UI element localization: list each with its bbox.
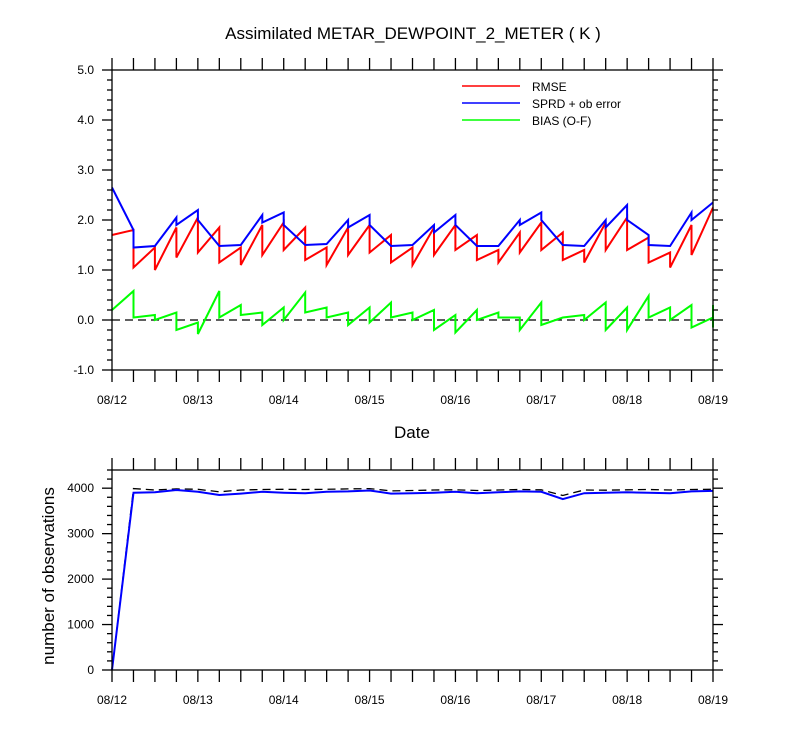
y-tick-label: -1.0: [73, 363, 94, 377]
x-tick-label: 08/19: [698, 693, 728, 707]
x-tick-label: 08/19: [698, 393, 728, 407]
plot-frame: [111, 469, 714, 671]
x-axis-title: Date: [394, 423, 430, 442]
x-tick-label: 08/17: [526, 393, 556, 407]
y-tick-label: 5.0: [77, 63, 94, 77]
y-tick-label: 1000: [67, 618, 94, 632]
x-tick-label: 08/12: [97, 693, 127, 707]
x-tick-label: 08/15: [355, 393, 385, 407]
x-tick-label: 08/12: [97, 393, 127, 407]
y-tick-label: 2000: [67, 572, 94, 586]
legend-label: RMSE: [532, 80, 567, 94]
observations-axes: 08/12 08/13 08/14 08/15 08/16 08/17 08/18 08/19…: [67, 458, 728, 707]
series-rmse: [111, 207, 714, 271]
x-tick-label: 08/18: [612, 393, 642, 407]
x-tick-label: 08/14: [269, 393, 299, 407]
x-tick-label: 08/13: [183, 693, 213, 707]
series-observations-possible: [111, 487, 714, 671]
y-tick-label: 2.0: [77, 213, 94, 227]
legend-label: SPRD + ob error: [532, 97, 621, 111]
x-tick-label: 08/14: [269, 693, 299, 707]
y-tick-label: 3.0: [77, 163, 94, 177]
x-tick-label: 08/18: [612, 693, 642, 707]
y-tick-label: 4000: [67, 481, 94, 495]
y-tick-label: 0.0: [77, 313, 94, 327]
series-observations-assimilated: [111, 488, 714, 671]
x-tick-label: 08/13: [183, 393, 213, 407]
legend: RMSE SPRD + ob error BIAS (O-F): [462, 80, 621, 128]
x-tick-label: 08/15: [355, 693, 385, 707]
rmse-panel: Assimilated METAR_DEWPOINT_2_METER ( K )…: [73, 24, 728, 442]
y-tick-label: 4.0: [77, 113, 94, 127]
y-tick-label: 3000: [67, 527, 94, 541]
observations-series-group: [111, 487, 714, 671]
x-tick-label: 08/17: [526, 693, 556, 707]
series-bias-o-f: [111, 288, 714, 335]
y-tick-label: 1.0: [77, 263, 94, 277]
chart-title: Assimilated METAR_DEWPOINT_2_METER ( K ): [225, 24, 601, 43]
rmse-series-group: [111, 187, 714, 335]
x-tick-label: 08/16: [440, 693, 470, 707]
legend-label: BIAS (O-F): [532, 114, 591, 128]
observations-panel: 08/12 08/13 08/14 08/15 08/16 08/17 08/18 08/19…: [39, 458, 728, 707]
y-axis-title-observations: number of observations: [39, 487, 58, 665]
rmse-axes: 08/12 08/13 08/14 08/15 08/16 08/17 08/18 08/19…: [73, 58, 728, 407]
series-sprd-ob-error: [111, 187, 714, 249]
x-tick-label: 08/16: [440, 393, 470, 407]
y-tick-label: 0: [87, 663, 94, 677]
